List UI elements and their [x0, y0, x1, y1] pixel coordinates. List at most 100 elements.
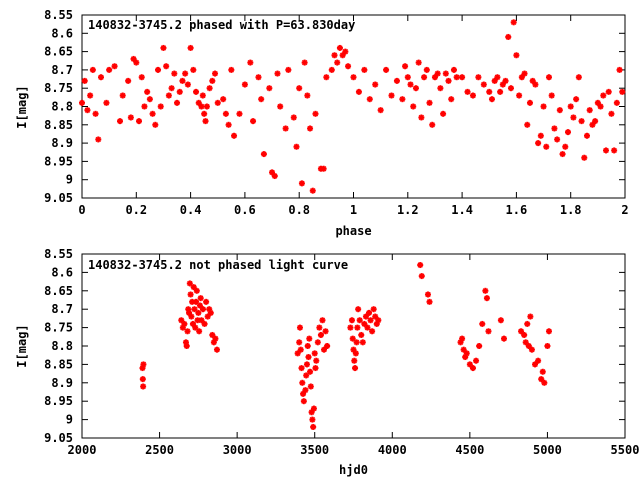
data-point — [302, 387, 309, 394]
data-point — [573, 96, 580, 103]
data-point — [187, 291, 194, 298]
data-point — [497, 88, 504, 95]
data-point — [544, 343, 551, 349]
data-point — [136, 118, 143, 125]
y-tick-label: 8.65 — [44, 284, 73, 298]
data-point — [310, 405, 317, 412]
data-point — [463, 350, 470, 357]
data-point — [209, 77, 216, 84]
y-tick-label: 8.7 — [51, 302, 73, 316]
data-point — [548, 92, 555, 99]
data-point — [482, 287, 489, 294]
data-point — [521, 70, 528, 77]
data-point — [616, 66, 623, 73]
data-point — [197, 295, 204, 302]
data-point — [412, 85, 419, 92]
chart-title: 140832-3745.2 not phased light curve — [88, 258, 348, 272]
data-point — [140, 383, 147, 390]
data-point — [192, 324, 199, 331]
data-point — [352, 365, 359, 372]
data-point — [187, 44, 194, 51]
data-point — [410, 103, 417, 110]
data-point — [296, 85, 303, 92]
data-point — [336, 44, 343, 51]
data-point — [157, 103, 164, 110]
data-point — [415, 59, 422, 66]
data-point — [92, 110, 99, 117]
data-point — [117, 118, 124, 125]
data-point — [361, 320, 368, 327]
data-point — [351, 357, 358, 364]
data-point — [404, 74, 411, 81]
data-point — [540, 103, 547, 110]
y-tick-label: 8.8 — [51, 339, 73, 353]
data-point — [260, 151, 267, 158]
data-point — [418, 114, 425, 121]
data-point — [366, 96, 373, 103]
data-point — [160, 44, 167, 51]
data-point — [442, 70, 449, 77]
data-point — [183, 343, 190, 349]
data-point — [516, 92, 523, 99]
data-point — [84, 107, 91, 114]
y-tick-label: 8.95 — [44, 154, 73, 168]
data-point — [182, 70, 189, 77]
data-point — [312, 110, 319, 117]
y-tick-label: 8.75 — [44, 81, 73, 95]
data-point — [393, 77, 400, 84]
data-point — [296, 324, 303, 331]
data-point — [304, 92, 311, 99]
x-tick-label: 2500 — [145, 443, 174, 457]
data-point — [149, 110, 156, 117]
data-point — [545, 74, 552, 81]
y-tick-label: 9 — [66, 413, 73, 427]
data-point — [119, 92, 126, 99]
data-point — [178, 317, 185, 324]
data-point — [184, 328, 191, 335]
y-tick-label: 8.55 — [44, 8, 73, 22]
data-point — [485, 328, 492, 335]
data-point — [522, 339, 529, 346]
data-point — [417, 262, 424, 269]
data-point — [347, 324, 354, 331]
data-point — [469, 92, 476, 99]
data-point — [98, 74, 105, 81]
data-point — [359, 339, 366, 346]
data-point — [320, 165, 327, 172]
data-point — [186, 280, 193, 287]
data-point — [541, 379, 548, 386]
data-point — [196, 328, 203, 335]
y-tick-label: 8.85 — [44, 118, 73, 132]
data-point — [483, 295, 490, 302]
data-point — [207, 309, 214, 316]
chart-title: 140832-3745.2 phased with P=63.830day — [88, 18, 355, 32]
x-tick-label: 1.6 — [506, 203, 528, 217]
y-tick-label: 9 — [66, 173, 73, 187]
data-point — [358, 331, 365, 338]
data-point — [212, 70, 219, 77]
data-point — [375, 317, 382, 324]
data-point — [448, 96, 455, 103]
data-point — [106, 66, 113, 73]
data-point — [190, 66, 197, 73]
data-point — [310, 423, 317, 430]
data-point — [613, 99, 620, 106]
data-point — [139, 376, 146, 383]
data-point — [445, 77, 452, 84]
y-tick-label: 8.6 — [51, 265, 73, 279]
data-point — [266, 85, 273, 92]
data-point — [304, 343, 311, 349]
data-point — [184, 81, 191, 88]
data-point — [543, 143, 550, 150]
y-tick-label: 9.05 — [44, 431, 73, 445]
data-point — [255, 74, 262, 81]
data-point — [469, 365, 476, 372]
data-point — [199, 92, 206, 99]
data-point — [388, 92, 395, 99]
x-tick-label: 3500 — [300, 443, 329, 457]
data-point — [559, 151, 566, 158]
data-point — [191, 306, 198, 313]
data-point — [193, 287, 200, 294]
data-point — [399, 96, 406, 103]
data-point — [140, 361, 147, 368]
